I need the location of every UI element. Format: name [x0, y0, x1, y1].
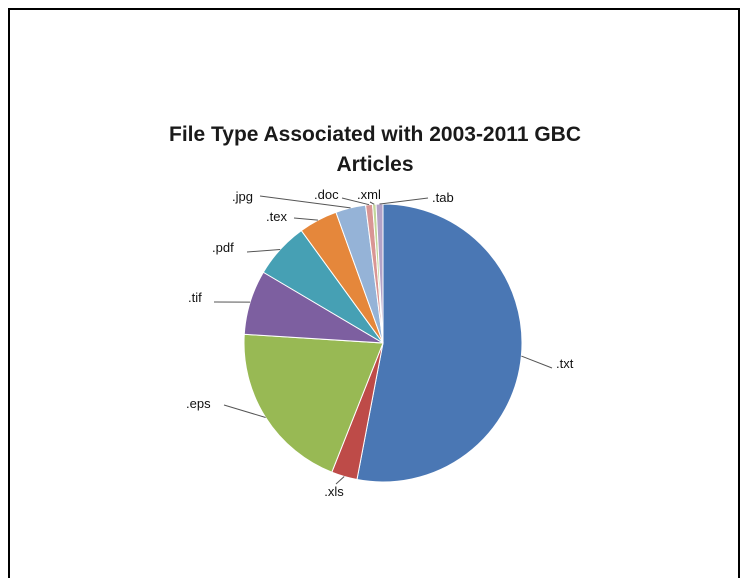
slice-label-tab: .tab: [432, 190, 454, 205]
pie-slices: [244, 204, 522, 482]
slice-label-tex: .tex: [266, 209, 287, 224]
leader-line-pdf: [247, 249, 280, 252]
slice-label-xml: .xml: [357, 187, 381, 202]
leader-line-xls: [336, 476, 344, 484]
leader-line-txt: [521, 356, 552, 368]
leader-line-tex: [294, 218, 318, 220]
slice-label-pdf: .pdf: [212, 240, 234, 255]
slice-label-jpg: .jpg: [232, 189, 253, 204]
slice-label-txt: .txt: [556, 356, 574, 371]
slice-label-tif: .tif: [188, 290, 202, 305]
slice-label-xls: .xls: [324, 484, 344, 499]
slice-label-eps: .eps: [186, 396, 211, 411]
leader-line-tab: [380, 198, 428, 204]
slice-label-doc: .doc: [314, 187, 339, 202]
